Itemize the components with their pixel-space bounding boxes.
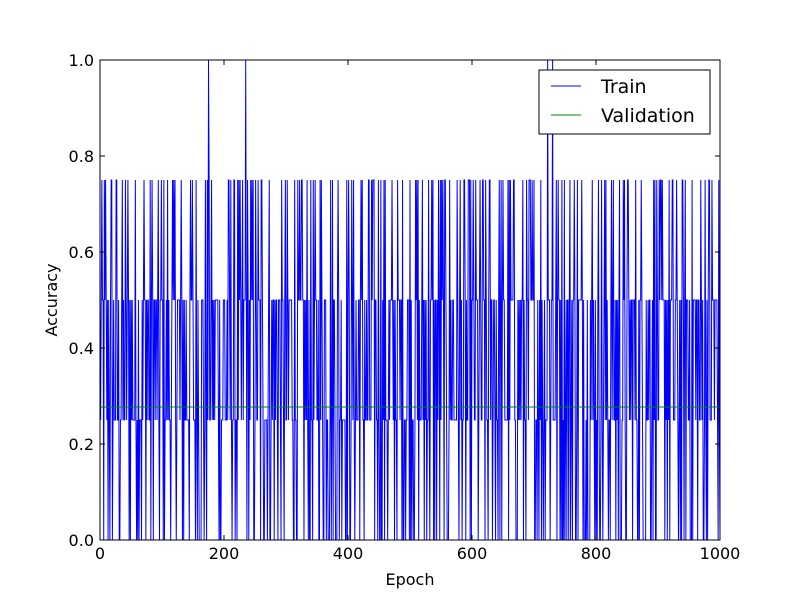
y-tick-label: 0.6 — [69, 243, 94, 262]
y-axis-label: Accuracy — [42, 263, 61, 336]
x-axis-label: Epoch — [386, 570, 435, 589]
x-tick-label: 600 — [457, 544, 488, 563]
y-tick-label: 0.8 — [69, 147, 94, 166]
x-tick-label: 400 — [333, 544, 364, 563]
legend-label-validation: Validation — [601, 105, 695, 127]
x-axis: 0 200 400 600 800 1000 — [95, 60, 740, 563]
x-tick-label: 1000 — [700, 544, 741, 563]
x-tick-label: 800 — [581, 544, 612, 563]
x-tick-label: 0 — [95, 544, 105, 563]
series-layer — [100, 60, 720, 540]
y-tick-label: 0.2 — [69, 435, 94, 454]
y-axis: 0.0 0.2 0.4 0.6 0.8 1.0 — [69, 51, 720, 550]
series-line-train — [100, 60, 720, 540]
y-tick-label: 0.0 — [69, 531, 94, 550]
x-tick-label: 200 — [209, 544, 240, 563]
legend-label-train: Train — [600, 76, 647, 98]
axes-frame — [99, 59, 721, 541]
legend-box — [538, 69, 711, 135]
y-tick-label: 1.0 — [69, 51, 94, 70]
y-tick-label: 0.4 — [69, 339, 94, 358]
plot-area — [99, 59, 721, 541]
legend: Train Validation — [538, 69, 711, 135]
